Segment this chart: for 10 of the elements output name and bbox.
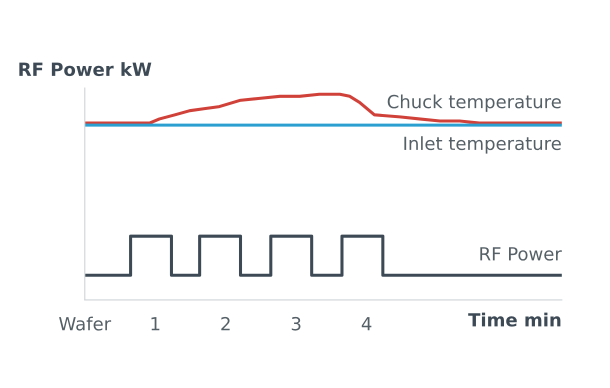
x-axis-title: Time min <box>468 312 560 327</box>
x-tick-label: 1 <box>151 317 160 330</box>
x-tick-label: Wafer <box>59 316 112 331</box>
series-label: RF Power <box>480 247 562 261</box>
x-tick-label: 3 <box>292 316 300 331</box>
series-label: Chuck temperature <box>388 94 561 112</box>
series-label: Inlet temperature <box>404 136 561 154</box>
y-axis-title: RF Power kW <box>19 62 152 76</box>
x-tick-label: 2 <box>221 316 230 330</box>
x-tick-label: 4 <box>362 317 372 330</box>
